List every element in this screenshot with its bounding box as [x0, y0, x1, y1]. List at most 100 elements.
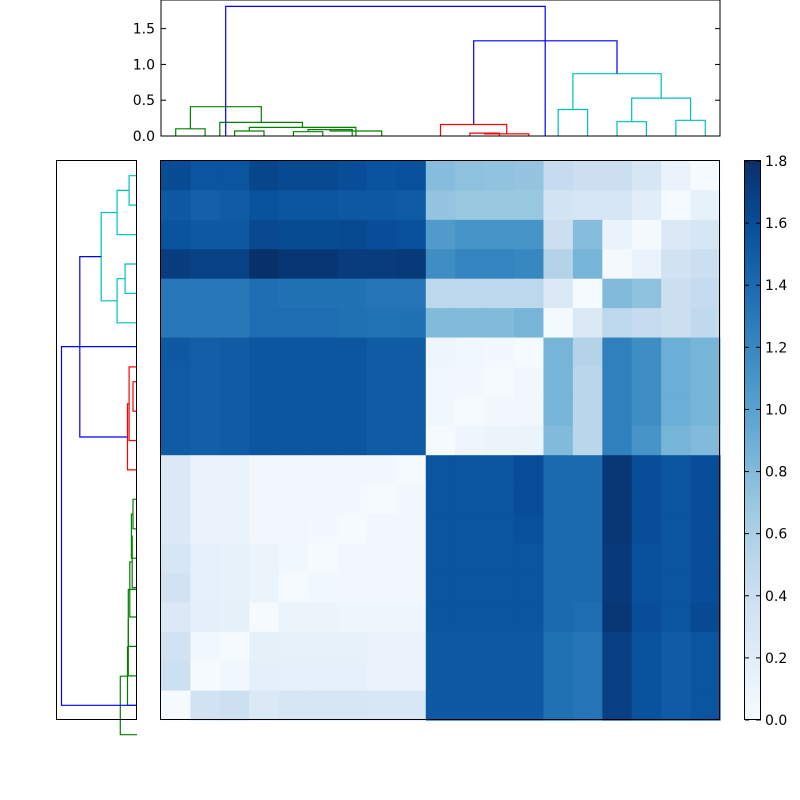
heatmap-cell [337, 455, 368, 486]
heatmap-cell [602, 366, 633, 397]
heatmap-cell [190, 572, 221, 603]
heatmap-cell [631, 366, 662, 397]
heatmap-cell [484, 602, 515, 633]
heatmap-cell [455, 396, 486, 427]
heatmap-cell [249, 396, 280, 427]
heatmap-cell [337, 484, 368, 515]
heatmap-cell [161, 161, 192, 192]
heatmap-cell [572, 543, 603, 574]
heatmap-cell [661, 219, 692, 250]
heatmap-cell [484, 484, 515, 515]
top-dendrogram-link [616, 121, 648, 136]
colorbar-axis: 0.0 0.2 0.4 0.6 0.8 1.0 1.2 1.4 1.6 1.8 [745, 154, 787, 729]
heatmap-cell [514, 690, 545, 721]
heatmap-cell [690, 631, 721, 662]
heatmap-cell [661, 661, 692, 692]
heatmap-cell [484, 425, 515, 456]
heatmap-cell [425, 455, 456, 486]
heatmap-cell [484, 308, 515, 339]
heatmap-cell [278, 219, 309, 250]
colorbar: 0.0 0.2 0.4 0.6 0.8 1.0 1.2 1.4 1.6 1.8 [744, 154, 787, 729]
heatmap-cell [484, 366, 515, 397]
heatmap-cell [249, 308, 280, 339]
heatmap-cell [572, 219, 603, 250]
colorbar-tick-label: 1.2 [765, 340, 787, 356]
heatmap-cell [425, 396, 456, 427]
heatmap-cell [396, 190, 427, 221]
top-dendrogram-frame [160, 0, 721, 137]
heatmap-cell [543, 396, 574, 427]
heatmap-cell [661, 543, 692, 574]
heatmap-cell [514, 366, 545, 397]
top-dendrogram-y-tick-label: 1.5 [133, 22, 155, 38]
heatmap-cell [631, 161, 662, 192]
heatmap-cell [308, 602, 339, 633]
heatmap-cell [455, 366, 486, 397]
heatmap-cell [631, 690, 662, 721]
heatmap-cell [484, 278, 515, 309]
heatmap-cell [455, 543, 486, 574]
heatmap-cell [219, 425, 250, 456]
heatmap-cell [572, 396, 603, 427]
colorbar-tick-label: 1.8 [765, 154, 787, 170]
heatmap-cell [425, 690, 456, 721]
heatmap-cell [161, 514, 192, 545]
heatmap-cell [690, 278, 721, 309]
heatmap-cell [602, 484, 633, 515]
heatmap-cell [308, 514, 339, 545]
heatmap-cell [425, 190, 456, 221]
heatmap-cell [543, 190, 574, 221]
heatmap-cell [161, 278, 192, 309]
heatmap-cell [337, 602, 368, 633]
heatmap-cell [366, 366, 397, 397]
heatmap-cell [514, 308, 545, 339]
heatmap-cell [572, 337, 603, 368]
heatmap-cell [514, 249, 545, 280]
heatmap-cell [190, 366, 221, 397]
heatmap-cell [278, 455, 309, 486]
heatmap-cell [661, 249, 692, 280]
heatmap-cell [219, 661, 250, 692]
heatmap-cell [572, 425, 603, 456]
heatmap-cell [337, 631, 368, 662]
heatmap-cell [455, 278, 486, 309]
heatmap-cell [366, 543, 397, 574]
heatmap-cell [219, 572, 250, 603]
heatmap-cell [366, 161, 397, 192]
heatmap-cell [425, 308, 456, 339]
heatmap-cell [631, 455, 662, 486]
heatmap-cell [631, 308, 662, 339]
colorbar-gradient [744, 160, 761, 720]
heatmap-cell [572, 514, 603, 545]
heatmap-cell [602, 572, 633, 603]
heatmap-cell [190, 337, 221, 368]
heatmap-cell [337, 190, 368, 221]
left-dendrogram-links [60, 175, 137, 736]
heatmap-cell [484, 455, 515, 486]
heatmap-cell [484, 690, 515, 721]
heatmap-cell [396, 455, 427, 486]
heatmap [160, 160, 721, 721]
heatmap-cell [543, 631, 574, 662]
heatmap-cell [631, 278, 662, 309]
heatmap-cell [661, 396, 692, 427]
heatmap-cell [396, 308, 427, 339]
left-dendrogram-link [128, 175, 137, 206]
heatmap-cell [602, 631, 633, 662]
heatmap-cell [219, 337, 250, 368]
heatmap-cell [661, 455, 692, 486]
heatmap-cell [278, 278, 309, 309]
heatmap-cell [249, 543, 280, 574]
left-dendrogram-link [124, 263, 137, 294]
heatmap-cell [337, 278, 368, 309]
heatmap-cell [308, 484, 339, 515]
top-dendrogram-link [675, 119, 706, 136]
heatmap-cell [278, 396, 309, 427]
heatmap-cell [543, 543, 574, 574]
heatmap-cell [219, 455, 250, 486]
colorbar-tick-label: 1.0 [765, 402, 787, 418]
heatmap-cell [366, 249, 397, 280]
heatmap-cell [514, 484, 545, 515]
heatmap-cell [514, 219, 545, 250]
heatmap-cell [514, 190, 545, 221]
